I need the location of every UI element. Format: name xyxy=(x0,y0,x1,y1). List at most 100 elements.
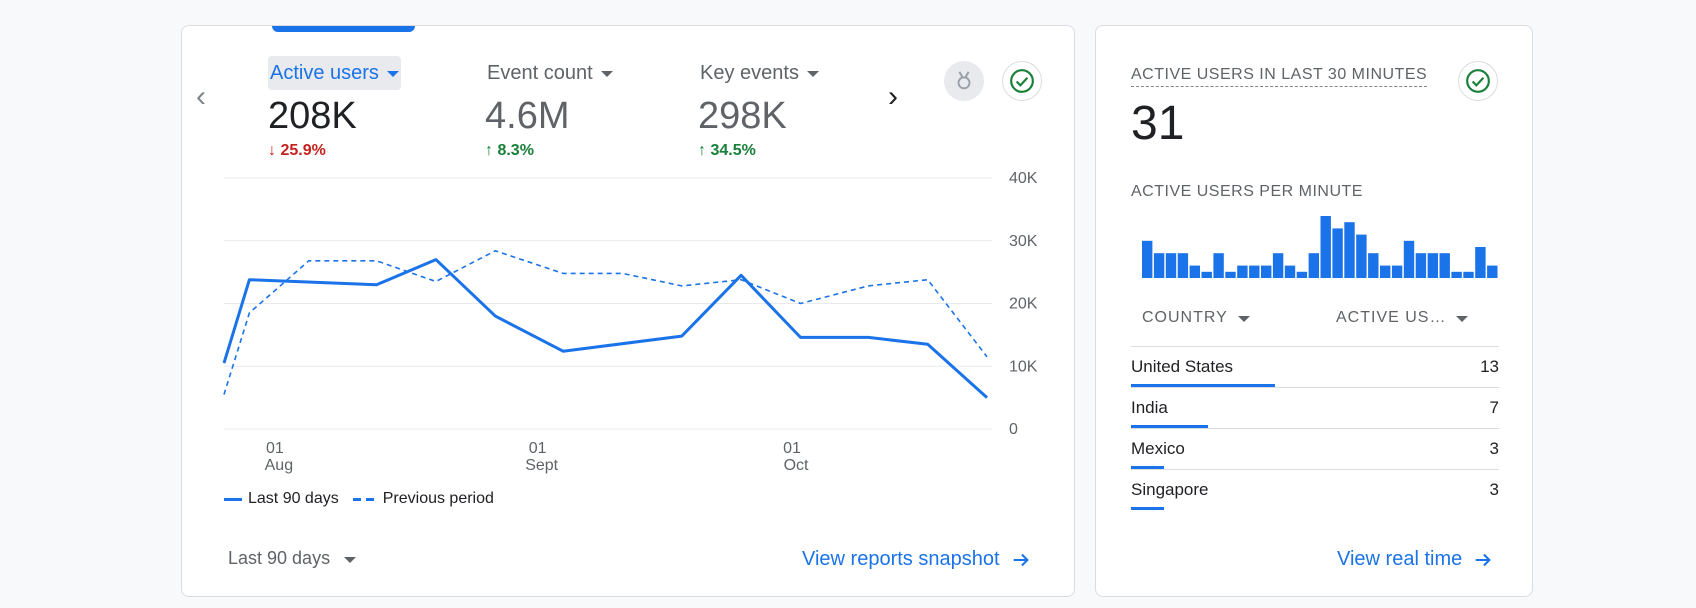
check-circle-icon[interactable] xyxy=(1002,61,1042,101)
arrow-up-icon: ↑ xyxy=(698,142,706,159)
caret-down-icon xyxy=(386,71,399,77)
arrow-down-icon: ↓ xyxy=(268,142,276,159)
country-column-header[interactable]: COUNTRY xyxy=(1142,309,1250,327)
active-users-column-header[interactable]: ACTIVE US… xyxy=(1336,309,1469,327)
share-bar xyxy=(1131,466,1165,469)
y-tick-label: 0 xyxy=(1009,421,1018,438)
table-row[interactable]: India 7 xyxy=(1131,387,1499,428)
minute-bar[interactable] xyxy=(1344,222,1355,278)
minute-bar[interactable] xyxy=(1403,240,1415,278)
minute-bar[interactable] xyxy=(1451,271,1462,278)
minute-bar[interactable] xyxy=(1272,253,1284,278)
y-tick-label: 10K xyxy=(1009,358,1038,375)
metric-active-users[interactable]: Active users 208K ↓ 25.9% xyxy=(268,56,458,160)
change-value: 8.3% xyxy=(497,142,534,159)
table-row[interactable]: United States 13 xyxy=(1131,346,1499,387)
award-ribbon-icon[interactable] xyxy=(944,61,984,101)
minute-bar[interactable] xyxy=(1356,234,1367,278)
tab-indicator xyxy=(272,26,415,32)
table-row[interactable]: Singapore 3 xyxy=(1131,469,1499,510)
minute-bar[interactable] xyxy=(1368,253,1379,278)
chart-legend: Last 90 days Previous period xyxy=(224,490,494,508)
minute-bar[interactable] xyxy=(1308,253,1319,278)
legend-label: Previous period xyxy=(382,490,494,507)
metric-selector[interactable]: Active users xyxy=(268,56,401,90)
caret-down-icon xyxy=(806,71,819,77)
share-bar xyxy=(1131,425,1209,428)
minute-bar[interactable] xyxy=(1380,265,1391,278)
minute-bar[interactable] xyxy=(1296,271,1308,278)
metric-label: Active users xyxy=(270,61,379,84)
column-label: ACTIVE US… xyxy=(1336,309,1447,326)
realtime-title[interactable]: ACTIVE USERS IN LAST 30 MINUTES xyxy=(1131,66,1428,87)
minute-bar[interactable] xyxy=(1391,265,1403,278)
metric-selector[interactable]: Event count xyxy=(485,56,615,90)
minute-bar[interactable] xyxy=(1213,253,1224,278)
minute-bar[interactable] xyxy=(1427,253,1438,278)
arrow-up-icon: ↑ xyxy=(485,142,493,159)
share-bar xyxy=(1131,384,1275,387)
legend-item-previous[interactable]: Previous period xyxy=(352,490,494,508)
series-last-90-days[interactable] xyxy=(222,258,989,399)
series-previous-period[interactable] xyxy=(223,250,988,395)
x-tick-month: Sept xyxy=(525,457,558,474)
date-range-label: Last 90 days xyxy=(228,548,331,568)
minute-bar[interactable] xyxy=(1201,271,1212,278)
y-tick-label: 30K xyxy=(1009,233,1038,250)
check-circle-icon[interactable] xyxy=(1458,61,1498,101)
y-tick-label: 40K xyxy=(1009,170,1038,187)
y-tick-label: 20K xyxy=(1009,296,1038,313)
view-reports-snapshot-link[interactable]: View reports snapshot xyxy=(802,548,1032,571)
minute-bar[interactable] xyxy=(1142,240,1153,278)
minute-bar[interactable] xyxy=(1487,265,1498,278)
dashed-line-swatch xyxy=(352,497,377,501)
caret-down-icon xyxy=(344,556,357,563)
caret-down-icon xyxy=(600,71,613,77)
minute-bar[interactable] xyxy=(1284,265,1296,278)
minute-bar[interactable] xyxy=(1320,216,1331,278)
country-name: Singapore xyxy=(1131,480,1209,499)
date-range-dropdown[interactable]: Last 90 days xyxy=(228,548,357,569)
minute-bar[interactable] xyxy=(1439,253,1450,278)
minute-bar[interactable] xyxy=(1225,271,1236,278)
arrow-right-icon xyxy=(1475,553,1492,566)
minute-bar[interactable] xyxy=(1237,265,1248,278)
active-users-count: 13 xyxy=(1480,357,1499,376)
realtime-card: ACTIVE USERS IN LAST 30 MINUTES 31 ACTIV… xyxy=(1095,25,1533,597)
caret-down-icon xyxy=(1237,316,1250,322)
minute-bar[interactable] xyxy=(1177,253,1189,278)
minute-bar[interactable] xyxy=(1463,271,1474,278)
link-label: View reports snapshot xyxy=(802,548,1000,570)
change-value: 25.9% xyxy=(280,142,326,159)
active-users-count: 3 xyxy=(1489,439,1499,458)
per-minute-title: ACTIVE USERS PER MINUTE xyxy=(1131,183,1363,200)
view-real-time-link[interactable]: View real time xyxy=(1337,548,1494,571)
table-row[interactable]: Mexico 3 xyxy=(1131,428,1499,469)
x-tick-day: 01 xyxy=(266,440,284,457)
active-users-count: 3 xyxy=(1489,480,1499,499)
country-name: United States xyxy=(1131,357,1234,376)
metric-selector[interactable]: Key events xyxy=(698,56,821,90)
solid-line-swatch xyxy=(224,497,242,501)
metric-change: ↓ 25.9% xyxy=(268,142,458,160)
minute-bar[interactable] xyxy=(1153,253,1165,278)
chevron-right-icon[interactable]: › xyxy=(888,80,898,113)
x-tick-month: Oct xyxy=(784,457,809,474)
x-tick-day: 01 xyxy=(783,440,801,457)
metric-event-count[interactable]: Event count 4.6M ↑ 8.3% xyxy=(485,56,675,160)
metric-value: 208K xyxy=(268,95,357,137)
minute-bar[interactable] xyxy=(1189,265,1200,278)
metric-label: Key events xyxy=(700,61,799,84)
arrow-right-icon xyxy=(1013,553,1029,566)
minute-bar[interactable] xyxy=(1475,247,1486,278)
minute-bar[interactable] xyxy=(1165,253,1177,278)
minute-bar[interactable] xyxy=(1261,265,1272,278)
legend-item-current[interactable]: Last 90 days xyxy=(224,490,339,508)
minute-bar[interactable] xyxy=(1249,265,1260,278)
metric-key-events[interactable]: Key events 298K ↑ 34.5% xyxy=(698,56,888,160)
per-minute-bar-chart xyxy=(1142,216,1498,278)
chevron-left-icon[interactable]: ‹ xyxy=(196,80,206,113)
minute-bar[interactable] xyxy=(1415,253,1427,278)
minute-bar[interactable] xyxy=(1332,228,1343,278)
